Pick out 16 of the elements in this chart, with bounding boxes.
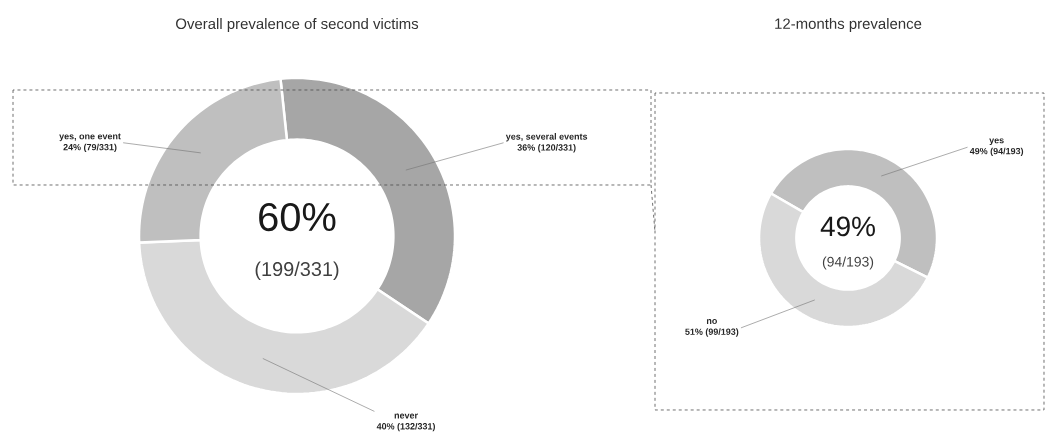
slice-label: yes	[989, 138, 1004, 146]
text: (199/331)	[255, 261, 339, 281]
text: 49%	[820, 216, 875, 237]
data-label: 36% (120/331)	[517, 144, 576, 153]
slice-label: yes, one event	[59, 133, 121, 142]
slice-label: no	[706, 319, 717, 324]
slice-label: yes, several events	[505, 133, 588, 142]
text: 60%	[259, 202, 336, 232]
chart-title: Overall prevalence of second victims	[176, 18, 419, 33]
text: (94/193)	[822, 256, 874, 270]
data-label: 51% (99/193)	[685, 328, 739, 337]
data-label: 49% (94/193)	[969, 147, 1024, 157]
slice-label: never	[394, 413, 418, 419]
data-label: 24% (79/331)	[63, 143, 117, 153]
chart-title: 12-months prevalence	[775, 18, 922, 32]
data-label: 40% (132/331)	[376, 422, 435, 432]
